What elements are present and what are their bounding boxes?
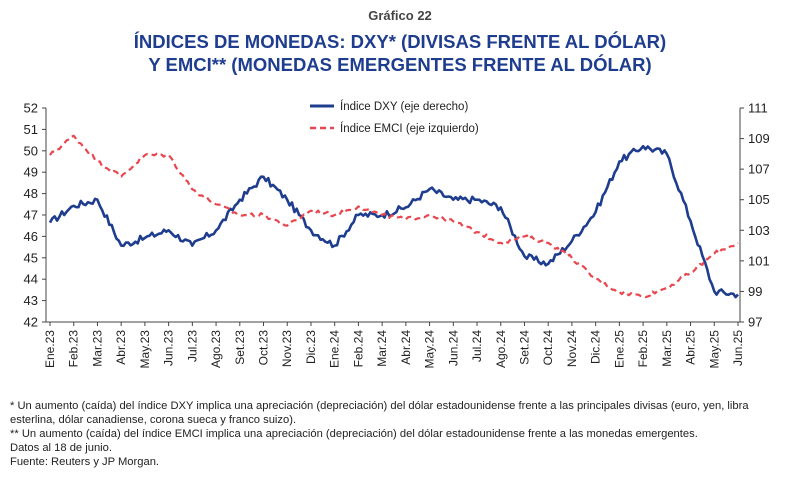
x-tick-label: Dic.23 (304, 330, 318, 364)
right-tick-label: 105 (748, 192, 770, 207)
left-tick-label: 51 (24, 122, 38, 137)
x-tick-label: Set.24 (517, 330, 531, 365)
left-tick-label: 49 (24, 165, 38, 180)
line-chart: 42 43 44 45 46 47 48 49 50 51 52 97 99 101 103 105 107 10… (24, 100, 770, 369)
x-tick-label: Jul.23 (185, 330, 199, 362)
footnote-emci: ** Un aumento (caída) del índice EMCI im… (10, 428, 698, 440)
left-tick-label: 50 (24, 143, 38, 158)
x-tick-label: Set.23 (233, 330, 247, 365)
right-tick-label: 107 (748, 162, 770, 177)
left-tick-label: 42 (24, 315, 38, 330)
x-tick-label: Feb.25 (636, 330, 650, 368)
footnote-dxy: * Un aumento (caída) del índice DXY impl… (10, 400, 749, 426)
right-tick-label: 99 (748, 284, 762, 299)
emci-series-line (49, 134, 739, 299)
x-tick-label: Ene.23 (43, 330, 57, 368)
footnotes: * Un aumento (caída) del índice DXY impl… (10, 399, 795, 469)
x-tick-label: Jun.23 (162, 330, 176, 366)
x-tick-label: Nov.23 (280, 330, 294, 367)
x-tick-label: Dic.24 (589, 330, 603, 364)
right-tick-label: 109 (748, 131, 770, 146)
x-tick-label: Nov.24 (565, 330, 579, 367)
x-tick-label: Mar.24 (375, 330, 389, 367)
chart-title: ÍNDICES DE MONEDAS: DXY* (DIVISAS FRENTE… (0, 30, 800, 76)
right-tick-label: 111 (748, 101, 768, 116)
x-tick-label: Abr.24 (399, 330, 413, 365)
right-tick-label: 101 (748, 253, 770, 268)
right-tick-label: 103 (748, 223, 770, 238)
x-tick-label: Jun.25 (731, 330, 745, 366)
x-tick-label: Feb.24 (351, 330, 365, 368)
left-tick-label: 48 (24, 186, 38, 201)
left-tick-label: 52 (24, 101, 38, 116)
legend-label-emci: Índice EMCI (eje izquierdo) (340, 122, 479, 135)
series-lines (48, 134, 739, 299)
left-tick-label: 45 (24, 250, 38, 265)
x-tick-label: Mar.23 (90, 330, 104, 367)
chart-title-line1: ÍNDICES DE MONEDAS: DXY* (DIVISAS FRENTE… (133, 31, 667, 52)
left-tick-label: 43 (24, 293, 38, 308)
left-tick-label: 44 (24, 272, 38, 287)
x-tick-label: Abr.23 (114, 330, 128, 365)
x-tick-label: May.23 (138, 330, 152, 369)
legend: Índice DXY (eje derecho) Índice EMCI (eje… (310, 100, 479, 135)
source-note: Fuente: Reuters y JP Morgan. (10, 456, 160, 468)
x-tick-label: Ene.24 (328, 330, 342, 368)
x-tick-label: Ago.24 (494, 330, 508, 368)
x-tick-label: Abr.25 (684, 330, 698, 365)
left-tick-label: 46 (24, 229, 38, 244)
left-tick-label: 47 (24, 208, 38, 223)
x-tick-label: Oct.23 (257, 330, 271, 366)
x-tick-label: May.24 (423, 330, 437, 369)
axes: 42 43 44 45 46 47 48 49 50 51 52 97 99 101 103 105 107 10… (24, 101, 770, 369)
x-tick-label: May.25 (707, 330, 721, 369)
x-tick-label: Oct.24 (541, 330, 555, 366)
x-tick-label: Ene.25 (612, 330, 626, 368)
right-tick-label: 97 (748, 315, 762, 330)
chart-number: Gráfico 22 (368, 8, 432, 23)
x-tick-label: Mar.25 (660, 330, 674, 367)
data-date-note: Datos al 18 de junio. (10, 442, 112, 454)
x-tick-label: Ago.23 (209, 330, 223, 368)
chart-title-line2: Y EMCI** (MONEDAS EMERGENTES FRENTE AL D… (148, 54, 652, 75)
legend-label-dxy: Índice DXY (eje derecho) (340, 100, 468, 113)
x-tick-label: Feb.23 (67, 330, 81, 368)
dxy-series-line (48, 144, 739, 299)
x-tick-label: Jun.24 (446, 330, 460, 366)
x-tick-label: Jul.24 (470, 330, 484, 362)
